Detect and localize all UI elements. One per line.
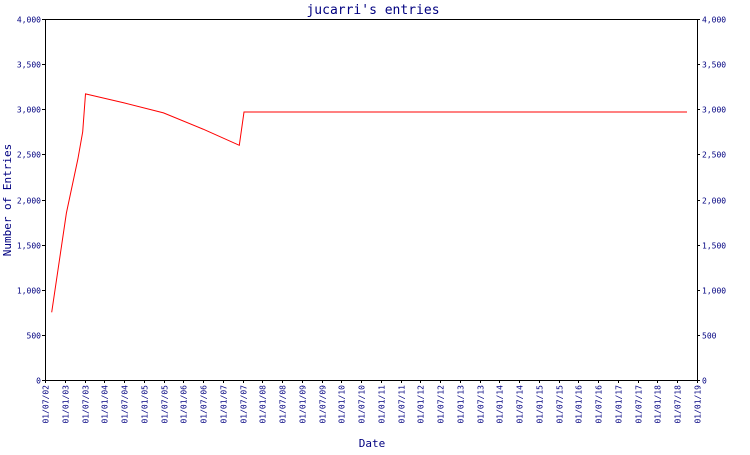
y-tick-label-left: 3,000: [17, 106, 41, 115]
x-tick-label: 01/07/06: [200, 385, 209, 424]
x-tick-label: 01/07/09: [319, 385, 328, 424]
x-tick-label: 01/01/11: [378, 385, 387, 424]
x-axis: 01/07/02 01/01/03 01/07/03 01/01/04 01/07/04…: [42, 380, 703, 424]
x-tick-label: 01/01/12: [417, 385, 426, 424]
x-tick-label: 01/01/19: [694, 385, 703, 424]
x-tick-label: 01/01/06: [180, 385, 189, 424]
plot-frame: [45, 19, 698, 381]
y-tick-label-right: 0: [702, 377, 707, 386]
x-tick-label: 01/07/15: [556, 385, 565, 424]
x-tick-label: 01/01/10: [338, 385, 347, 424]
y-tick-label-left: 4,000: [17, 16, 41, 25]
x-axis-title: Date: [359, 437, 386, 450]
x-tick-label: 01/01/08: [259, 385, 268, 424]
y-tick-label-right: 1,500: [702, 242, 726, 251]
x-tick-label: 01/01/07: [220, 385, 229, 424]
x-tick-label: 01/07/12: [437, 385, 446, 424]
chart-title: jucarri's entries: [306, 3, 439, 18]
x-tick-label: 01/01/18: [654, 385, 663, 424]
left-y-axis: 0 500 1,000 1,500 2,000 2,500 3,000 3,500 4,000: [17, 16, 45, 386]
y-tick-label-left: 1,000: [17, 287, 41, 296]
y-tick-label-left: 500: [27, 332, 42, 341]
x-tick-label: 01/07/16: [595, 385, 604, 424]
series-group: [51, 93, 687, 313]
x-tick-label: 01/07/03: [82, 385, 91, 424]
y-tick-label-right: 3,000: [702, 106, 726, 115]
x-tick-label: 01/01/15: [536, 385, 545, 424]
y-tick-label-left: 3,500: [17, 61, 41, 70]
x-tick-label: 01/07/14: [516, 385, 525, 424]
y-tick-label-right: 1,000: [702, 287, 726, 296]
y-tick-label-right: 3,500: [702, 61, 726, 70]
x-tick-label: 01/07/02: [42, 385, 51, 424]
x-tick-label: 01/07/08: [279, 385, 288, 424]
x-tick-label: 01/01/13: [457, 385, 466, 424]
x-tick-label: 01/07/10: [358, 385, 367, 424]
x-tick-label: 01/01/03: [62, 385, 71, 424]
series-line: [51, 93, 687, 313]
y-tick-label-right: 2,000: [702, 197, 726, 206]
right-y-axis: 0 500 1,000 1,500 2,000 2,500 3,000 3,500 4,000: [697, 16, 726, 386]
x-tick-label: 01/07/17: [635, 385, 644, 424]
x-tick-label: 01/07/13: [477, 385, 486, 424]
x-tick-label: 01/01/05: [141, 385, 150, 424]
x-tick-label: 01/01/14: [496, 385, 505, 424]
y-tick-label-left: 2,000: [17, 197, 41, 206]
x-tick-label: 01/07/07: [240, 385, 249, 424]
y-tick-label-left: 0: [36, 377, 41, 386]
x-tick-label: 01/07/05: [161, 385, 170, 424]
y-tick-label-left: 1,500: [17, 242, 41, 251]
x-tick-label: 01/01/16: [575, 385, 584, 424]
x-tick-label: 01/01/17: [615, 385, 624, 424]
x-tick-label: 01/07/18: [674, 385, 683, 424]
y-tick-label-right: 500: [702, 332, 717, 341]
y-tick-label-right: 2,500: [702, 151, 726, 160]
x-tick-label: 01/07/04: [121, 385, 130, 424]
x-tick-label: 01/01/09: [299, 385, 308, 424]
y-axis-title: Number of Entries: [1, 144, 14, 257]
x-tick-label: 01/07/11: [398, 385, 407, 424]
x-tick-label: 01/01/04: [101, 385, 110, 424]
y-tick-label-left: 2,500: [17, 151, 41, 160]
y-tick-label-right: 4,000: [702, 16, 726, 25]
